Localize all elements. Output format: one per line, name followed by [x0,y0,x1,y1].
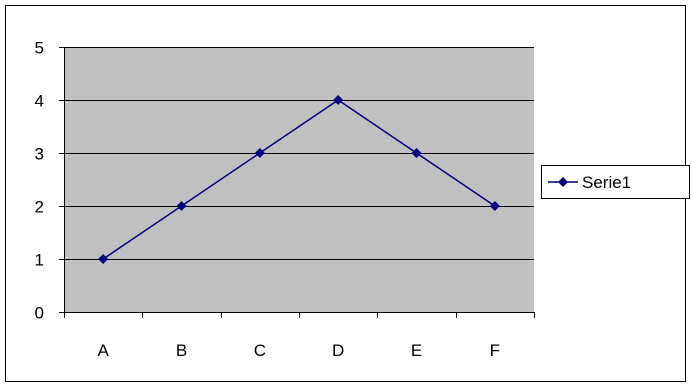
series-serie1 [98,95,500,264]
x-tick-label: B [176,341,187,360]
data-point [98,254,109,264]
data-point [254,148,265,158]
y-tick-label: 2 [35,198,44,217]
y-tick-label: 1 [35,251,44,270]
data-point [411,148,422,158]
y-tick-label: 0 [35,304,44,323]
y-tick-label: 5 [35,39,44,58]
x-tick-label: F [490,341,500,360]
x-tick-label: E [411,341,422,360]
legend-marker [558,177,568,187]
x-tick-label: A [97,341,109,360]
data-point [489,201,500,211]
x-tick-label: C [254,341,266,360]
data-point [176,201,187,211]
x-axis-ticks: A B C D E F [64,312,535,360]
x-tick-label: D [332,341,344,360]
series-line [102,99,496,260]
y-tick-label: 4 [35,92,44,111]
data-point [333,95,344,105]
gridlines [64,47,534,260]
y-axis-ticks: 0 1 2 3 4 5 [35,39,64,323]
y-tick-label: 3 [35,145,44,164]
legend: Serie1 [541,165,690,199]
legend-label: Serie1 [582,173,631,192]
plot-area [64,47,534,312]
